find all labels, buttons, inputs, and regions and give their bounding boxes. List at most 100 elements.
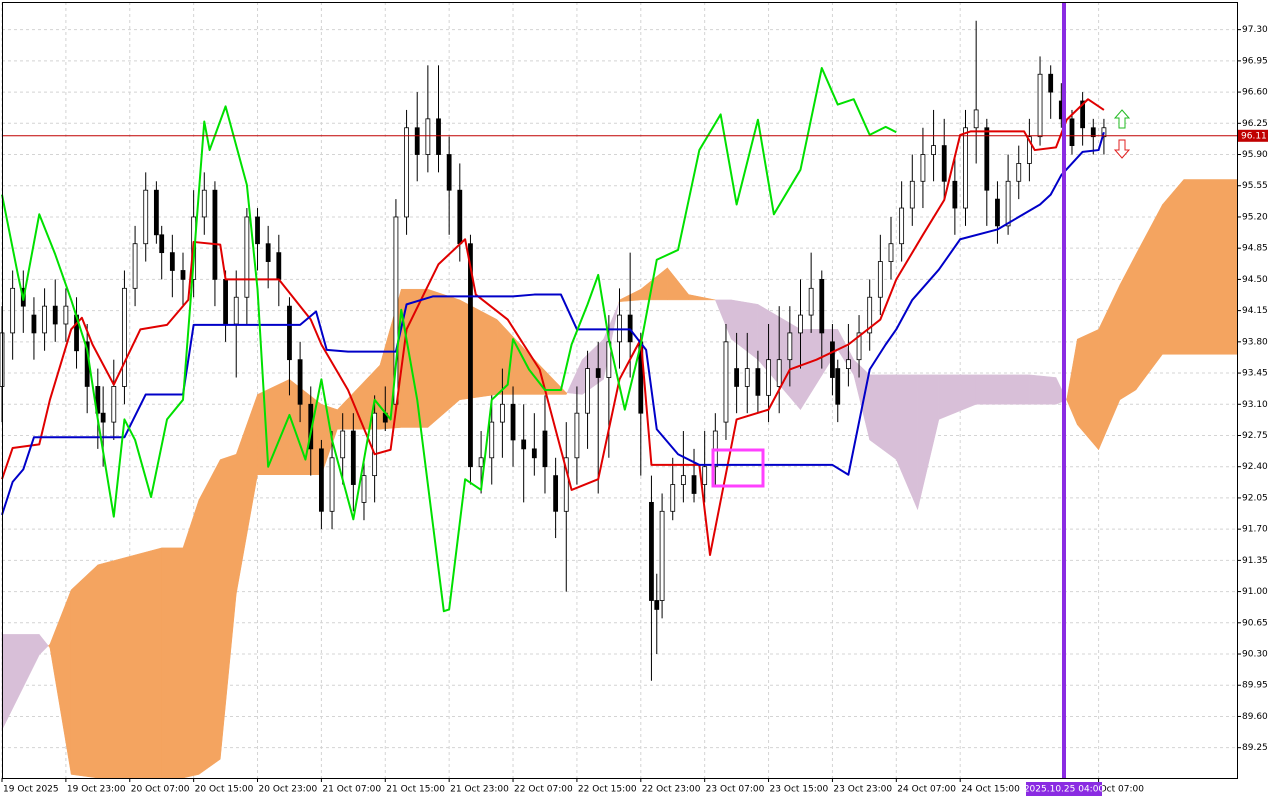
- y-tick-label: 92.40: [1242, 462, 1268, 472]
- candle-body: [340, 430, 346, 459]
- candle-body: [414, 127, 420, 155]
- y-tick-label: 92.75: [1242, 431, 1268, 441]
- candle-body: [510, 403, 516, 441]
- candle-body: [255, 216, 260, 245]
- cloud-layer: [1, 178, 1238, 779]
- last-price-label: 96.11: [1241, 131, 1267, 141]
- candle-body: [521, 439, 527, 450]
- y-tick-label: 91.00: [1242, 587, 1268, 597]
- candle-body: [153, 189, 159, 236]
- candle-body: [404, 127, 409, 218]
- y-tick-label: 94.85: [1242, 244, 1268, 254]
- candle-body: [734, 368, 740, 387]
- y-tick-label: 90.65: [1242, 618, 1268, 628]
- cloud-segment: [161, 547, 184, 779]
- candle-body: [1037, 73, 1043, 138]
- y-tick-label: 95.20: [1242, 212, 1268, 222]
- candle-body: [350, 430, 356, 485]
- candle-body: [659, 510, 665, 601]
- candle-body: [995, 198, 1000, 227]
- cloud-segment: [198, 459, 221, 775]
- x-tick-label: 21 Oct 07:00: [322, 785, 381, 795]
- candle-body: [457, 189, 463, 245]
- x-tick-label: 22 Oct 07:00: [514, 785, 573, 795]
- y-tick-label: 93.80: [1242, 337, 1268, 347]
- y-tick-label: 96.60: [1242, 88, 1268, 98]
- x-tick-label: Oct 07:00: [1100, 785, 1145, 795]
- cloud-segment: [688, 294, 716, 301]
- candle-body: [1048, 73, 1054, 93]
- candle-body: [468, 243, 473, 468]
- candle-body: [856, 332, 862, 361]
- candle-body: [233, 296, 239, 325]
- y-tick-label: 93.45: [1242, 369, 1268, 379]
- candle-body: [1069, 118, 1075, 147]
- y-tick-label: 95.90: [1242, 150, 1268, 160]
- cloud-segment: [1029, 374, 1057, 405]
- y-tick-label: 91.70: [1242, 525, 1268, 535]
- candle-body: [297, 359, 303, 405]
- candle-body: [941, 145, 947, 182]
- candle-body: [287, 305, 292, 361]
- candle-body: [31, 314, 37, 334]
- buy-arrow: [1113, 109, 1131, 129]
- x-tick-label: 23 Oct 23:00: [833, 785, 892, 795]
- x-tick-label: 21 Oct 15:00: [386, 785, 445, 795]
- x-tick-label: 20 Oct 15:00: [195, 785, 254, 795]
- candle-body: [574, 412, 580, 459]
- cloud-segment: [70, 564, 99, 779]
- y-tick-label: 89.25: [1242, 743, 1268, 753]
- candle-body: [867, 296, 873, 334]
- candle-body: [702, 466, 708, 485]
- candle-body: [585, 368, 590, 414]
- x-tick-label: 23 Oct 15:00: [770, 785, 829, 795]
- candle-body: [595, 368, 601, 378]
- y-tick-label: 89.95: [1242, 681, 1268, 691]
- candle-body: [489, 421, 495, 459]
- candle-body: [808, 287, 814, 316]
- drawn-rectangle: [711, 448, 765, 488]
- candle-body: [52, 305, 58, 325]
- cloud-segment: [566, 392, 568, 395]
- candle-body: [531, 448, 537, 459]
- candle-body: [830, 341, 835, 378]
- candle-body: [265, 243, 271, 262]
- candle-body: [100, 412, 106, 423]
- time-marker-box: [1025, 782, 1102, 796]
- candle-body: [670, 484, 676, 512]
- x-tick-label: 19 Oct 2025: [3, 785, 59, 795]
- candle-body: [723, 341, 729, 423]
- x-tick-label: 22 Oct 15:00: [578, 785, 637, 795]
- candle-body: [111, 386, 117, 423]
- candle-body: [159, 234, 165, 254]
- y-tick-label: 96.25: [1242, 119, 1268, 129]
- candle-body: [361, 475, 367, 503]
- line-layer: [1, 67, 1105, 613]
- candle-body: [744, 368, 750, 387]
- y-tick-label: 96.95: [1242, 56, 1268, 66]
- y-tick-label: 91.35: [1242, 556, 1268, 566]
- candle-body: [1005, 180, 1011, 227]
- x-tick-label: 23 Oct 07:00: [706, 785, 765, 795]
- plot-frame: [2, 2, 1238, 779]
- candle-body: [787, 332, 793, 361]
- last-price-box: [1238, 129, 1268, 142]
- candle-body: [1090, 127, 1096, 138]
- overlay-layer: [2, 2, 1237, 778]
- indicator-line: [1, 67, 897, 613]
- candle-body: [798, 314, 803, 334]
- x-tick-label: 24 Oct 07:00: [897, 785, 956, 795]
- candle-body: [372, 412, 378, 477]
- x-tick-label: 21 Oct 23:00: [450, 785, 509, 795]
- candle-body: [766, 359, 771, 396]
- candle-body: [1026, 136, 1032, 164]
- candle-body: [819, 278, 825, 334]
- candle-body: [755, 368, 761, 396]
- y-tick-label: 90.30: [1242, 650, 1268, 660]
- candle-body: [984, 127, 990, 191]
- cloud-segment: [39, 633, 49, 656]
- candle-body: [244, 216, 250, 298]
- candle-body: [276, 252, 282, 280]
